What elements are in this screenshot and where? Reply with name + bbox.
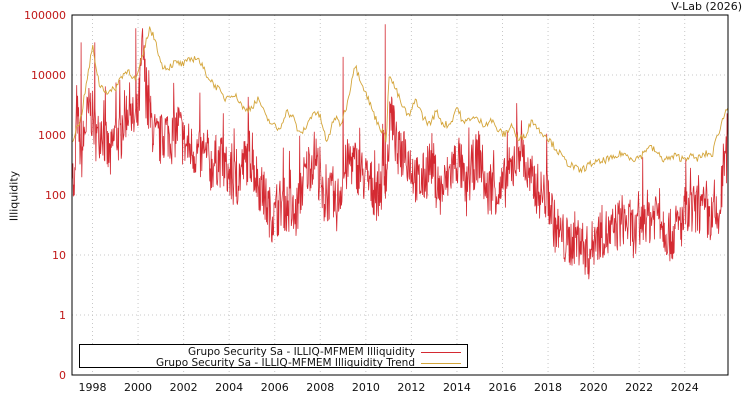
y-tick-label: 10 xyxy=(52,249,66,262)
y-tick-label: 100000 xyxy=(24,9,66,22)
legend: Grupo Security Sa - ILLIQ-MFMEM Illiquid… xyxy=(79,344,468,369)
x-tick-label: 2018 xyxy=(534,381,562,394)
y-tick-label: 0 xyxy=(59,369,66,382)
series-illiquidity-line xyxy=(71,24,729,280)
x-tick-label: 2000 xyxy=(124,381,152,394)
legend-label-illiquidity: Grupo Security Sa - ILLIQ-MFMEM Illiquid… xyxy=(188,346,415,358)
y-tick-label: 1 xyxy=(59,309,66,322)
x-axis: 1998 2000 2002 2004 2006 2008 2010 2012 2014 2016… xyxy=(79,381,699,394)
legend-item-trend: Grupo Security Sa - ILLIQ-MFMEM Illiquid… xyxy=(156,357,461,369)
y-tick-label: 1000 xyxy=(38,129,66,142)
legend-item-illiquidity: Grupo Security Sa - ILLIQ-MFMEM Illiquid… xyxy=(188,346,461,358)
x-tick-label: 1998 xyxy=(79,381,107,394)
y-tick-label: 10000 xyxy=(31,69,66,82)
x-tick-label: 2014 xyxy=(443,381,471,394)
x-tick-label: 2010 xyxy=(352,381,380,394)
x-tick-label: 2002 xyxy=(170,381,198,394)
plot-frame xyxy=(71,14,729,376)
credit-text: V-Lab (2026) xyxy=(671,0,742,13)
x-tick-label: 2008 xyxy=(306,381,334,394)
series-trend-line xyxy=(71,26,729,174)
legend-label-trend: Grupo Security Sa - ILLIQ-MFMEM Illiquid… xyxy=(155,357,415,369)
x-tick-label: 2004 xyxy=(215,381,243,394)
x-tick-label: 2022 xyxy=(625,381,653,394)
x-tick-label: 2006 xyxy=(261,381,289,394)
x-tick-label: 2016 xyxy=(489,381,517,394)
legend-swatch-illiquidity xyxy=(421,351,461,353)
x-tick-label: 2020 xyxy=(580,381,608,394)
legend-swatch-trend xyxy=(421,362,461,364)
grid xyxy=(72,15,728,375)
y-axis: 0 1 10 100 1000 10000 100000 xyxy=(24,9,66,382)
x-tick-label: 2012 xyxy=(397,381,425,394)
y-axis-label: Illiquidity xyxy=(7,170,21,222)
y-tick-label: 100 xyxy=(45,189,66,202)
x-tick-label: 2024 xyxy=(671,381,699,394)
series-layer xyxy=(71,24,729,280)
